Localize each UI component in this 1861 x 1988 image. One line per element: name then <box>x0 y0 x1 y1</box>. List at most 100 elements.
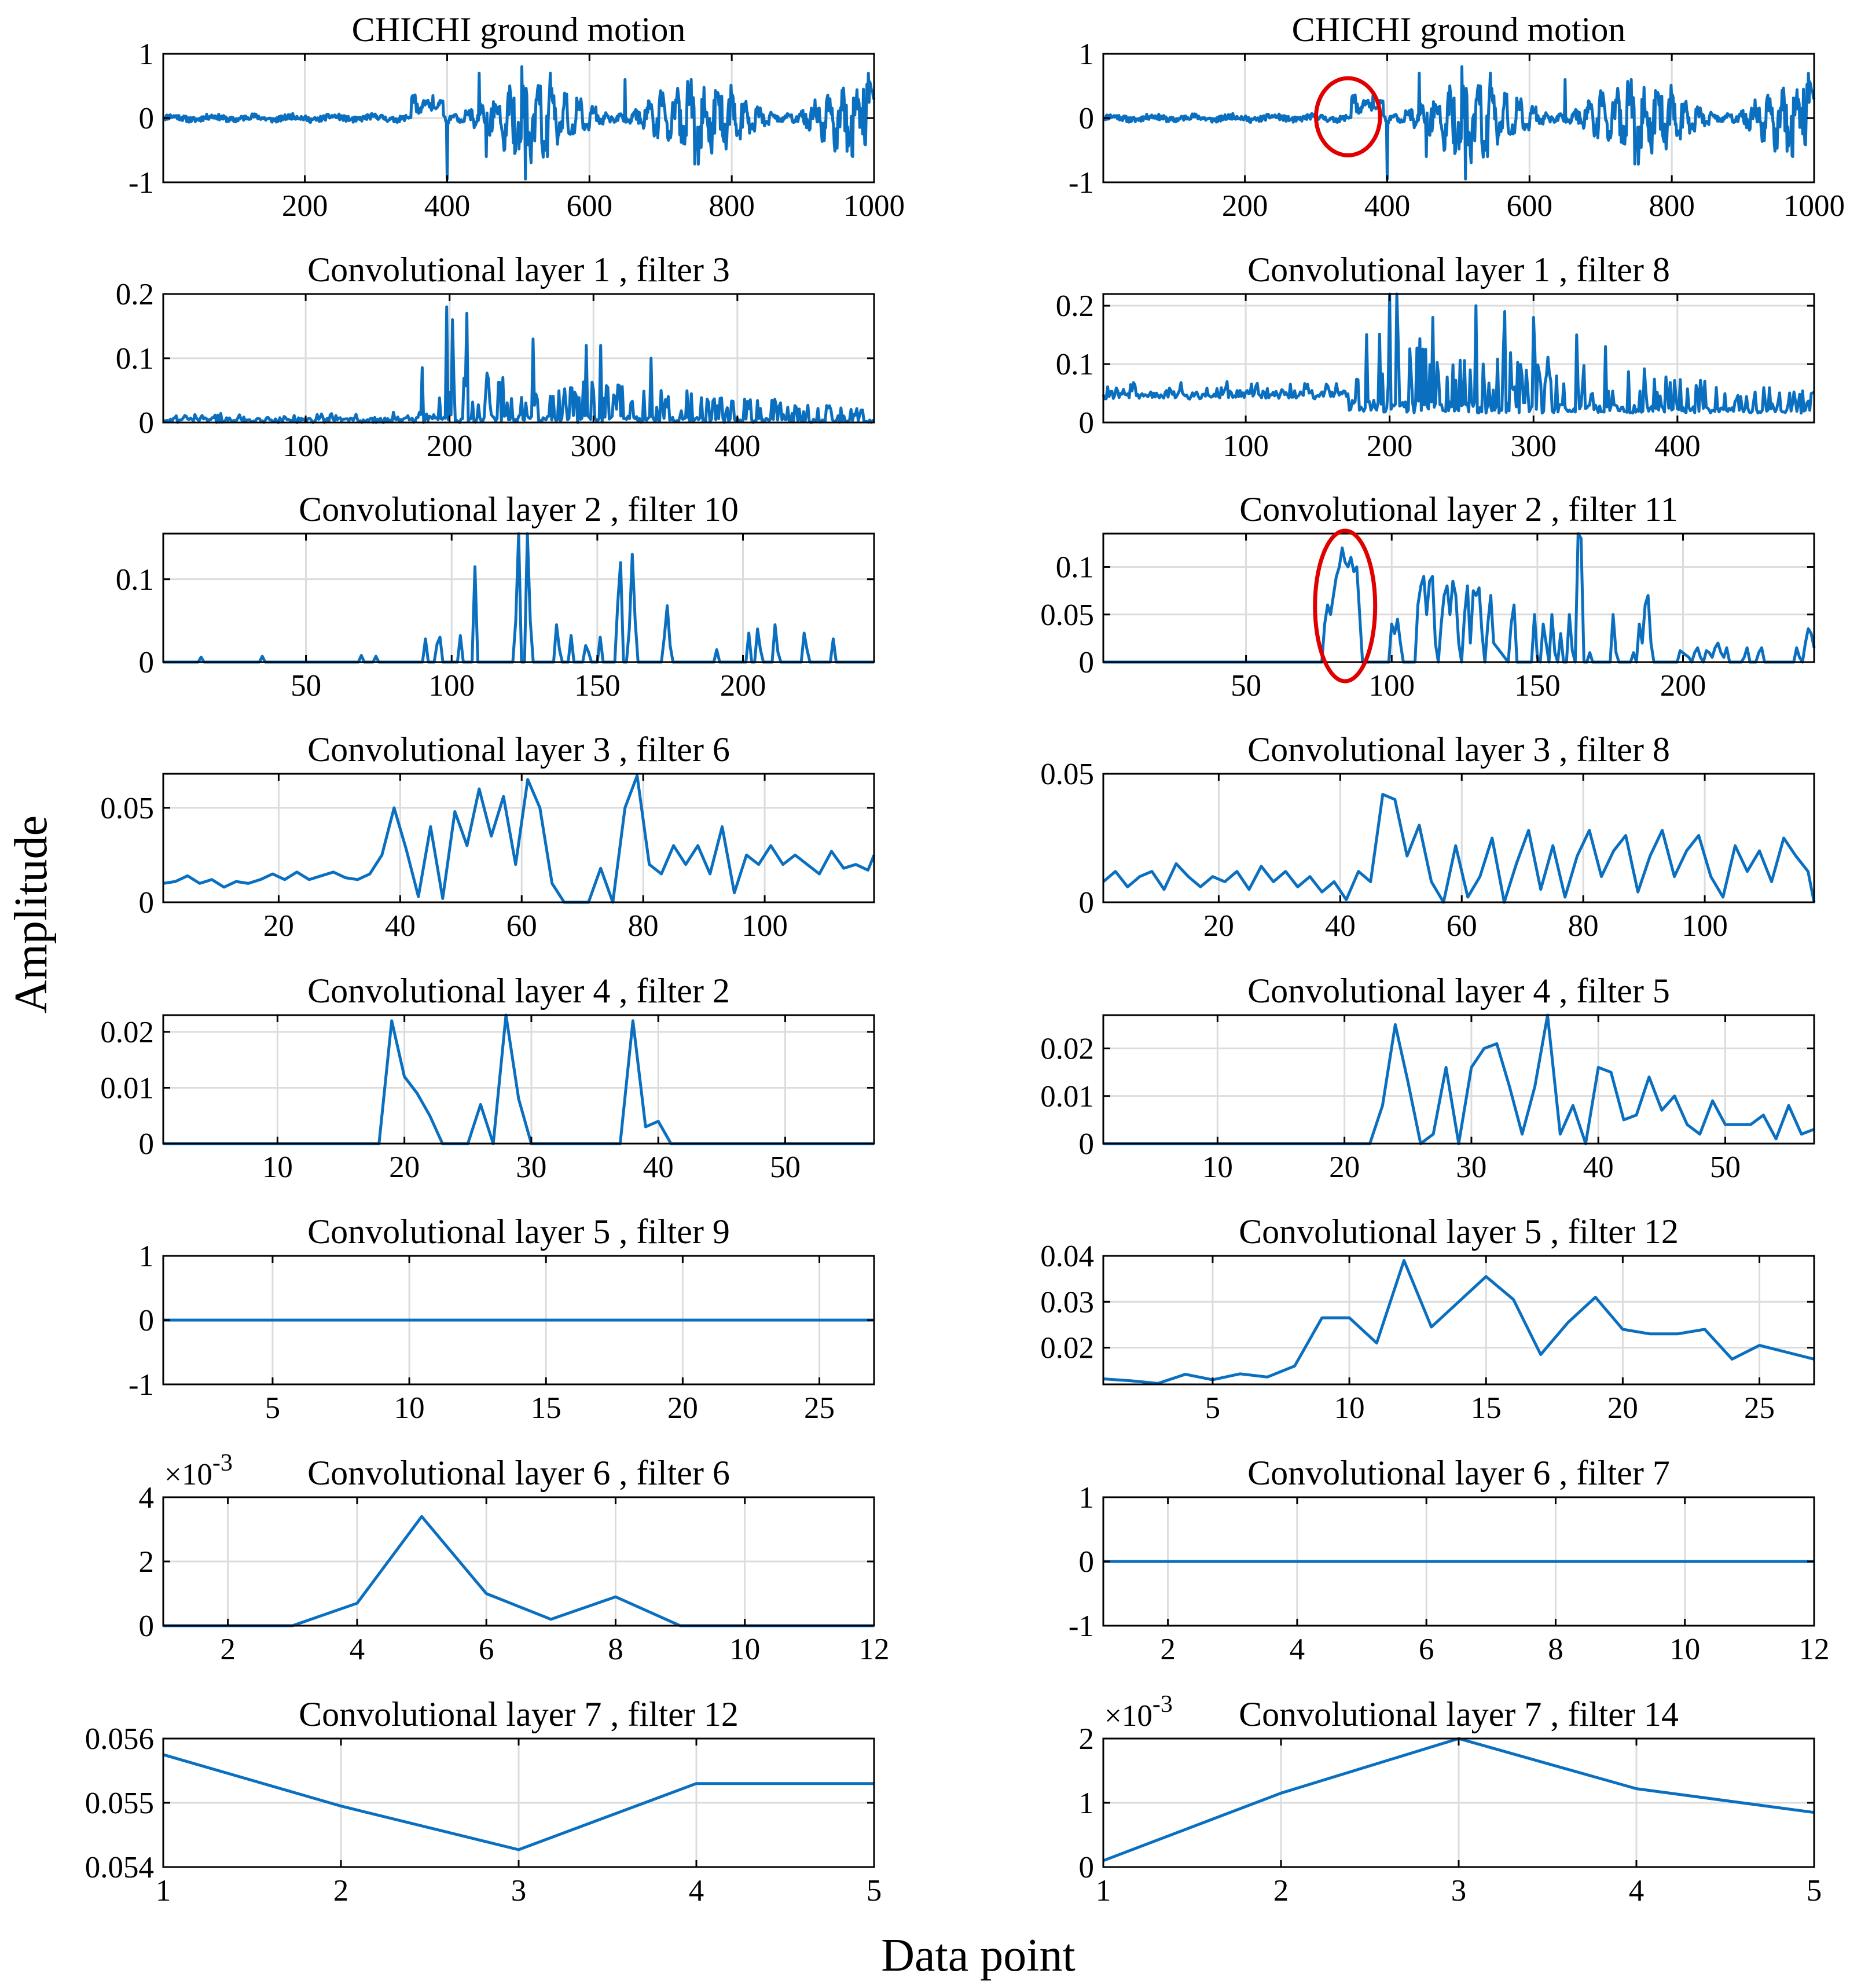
y-tick-label: 1 <box>139 1240 155 1273</box>
y-tick-label: 2 <box>1079 1722 1095 1756</box>
x-tick-label: 400 <box>1364 189 1411 223</box>
subplot-title: Convolutional layer 7 , filter 14 <box>1239 1695 1679 1733</box>
y-tick-label: -1 <box>1069 166 1094 200</box>
subplot-11: 5 10 15 20 25 -1 0 1 Convolutional layer 5 , fil… <box>129 1212 875 1425</box>
x-tick-label: 40 <box>1325 909 1356 943</box>
subplot-8: 20 40 60 80 100 0 0.05 Convolutional layer 3 , … <box>1040 730 1816 943</box>
y-tick-label: -1 <box>1069 1609 1094 1643</box>
y-tick-label: 0 <box>139 646 155 679</box>
x-tick-label: 200 <box>1660 669 1706 703</box>
x-tick-label: 100 <box>742 909 788 943</box>
x-tick-label: 4 <box>1290 1633 1305 1666</box>
y-tick-label: 0.05 <box>100 792 154 825</box>
y-tick-label: 0 <box>1079 406 1095 440</box>
x-tick-label: 2 <box>220 1633 236 1666</box>
x-tick-label: 5 <box>265 1391 281 1425</box>
x-tick-label: 20 <box>1203 909 1234 943</box>
x-tick-label: 3 <box>1451 1874 1467 1908</box>
x-tick-label: 100 <box>428 669 475 703</box>
y-tick-label: 0.1 <box>1056 348 1094 381</box>
x-tick-label: 10 <box>729 1633 760 1666</box>
x-tick-label: 800 <box>709 189 755 223</box>
x-tick-label: 300 <box>571 429 617 463</box>
subplot-title: Convolutional layer 6 , filter 6 <box>307 1454 730 1492</box>
x-tick-label: 30 <box>516 1151 546 1184</box>
x-tick-label: 50 <box>1231 669 1261 703</box>
y-tick-label: 0 <box>139 1304 155 1337</box>
subplot-7: 20 40 60 80 100 0 0.05 Convolutional layer 3 , … <box>100 730 876 943</box>
x-tick-label: 40 <box>643 1151 674 1184</box>
x-tick-label: 1 <box>156 1874 171 1908</box>
subplot-9: 10 20 30 40 50 0 0.01 0.02 Convolutional layer 4… <box>100 972 875 1184</box>
y-tick-label: 2 <box>139 1545 155 1579</box>
subplot-10: 10 20 30 40 50 0 0.01 0.02 Convolutional layer 4… <box>1040 972 1815 1184</box>
y-tick-label: 0.02 <box>1040 1332 1094 1365</box>
x-tick-label: 1000 <box>1783 189 1845 223</box>
x-tick-label: 200 <box>427 429 473 463</box>
x-tick-label: 8 <box>608 1633 623 1666</box>
x-tick-label: 20 <box>667 1391 698 1425</box>
subplot-title: Convolutional layer 5 , filter 9 <box>307 1212 730 1251</box>
plot-area <box>1102 773 1815 903</box>
x-tick-label: 10 <box>262 1151 293 1184</box>
x-tick-label: 800 <box>1649 189 1695 223</box>
y-tick-label: 0.056 <box>85 1722 154 1756</box>
x-tick-label: 600 <box>1507 189 1553 223</box>
axes-box <box>162 532 875 663</box>
subplot-title: Convolutional layer 4 , filter 5 <box>1247 972 1670 1010</box>
x-tick-label: 10 <box>1334 1391 1365 1425</box>
series-line <box>1103 532 1816 664</box>
y-tick-label: 0 <box>139 406 155 440</box>
y-tick-label: 0.04 <box>1040 1240 1094 1273</box>
x-tick-label: 10 <box>394 1391 425 1425</box>
x-tick-label: 5 <box>1205 1391 1221 1425</box>
axes-box <box>1102 1255 1815 1386</box>
subplot-title: Convolutional layer 2 , filter 10 <box>299 490 739 528</box>
y-tick-label: 1 <box>1079 1787 1095 1820</box>
y-tick-label: 0.1 <box>1056 551 1094 585</box>
x-tick-label: 4 <box>689 1874 704 1908</box>
x-tick-label: 200 <box>1367 429 1413 463</box>
axes-box <box>1102 293 1815 424</box>
y-tick-label: -1 <box>129 1368 154 1402</box>
x-tick-label: 100 <box>1682 909 1728 943</box>
series-line <box>162 65 876 181</box>
subplot-2: 200 400 600 800 1000 -1 0 1 CHICHI ground motion <box>1069 10 1845 223</box>
x-tick-label: 20 <box>389 1151 420 1184</box>
x-tick-label: 12 <box>1799 1633 1830 1666</box>
subplot-title: Convolutional layer 7 , filter 12 <box>299 1695 739 1733</box>
highlight-ellipse <box>1313 528 1378 684</box>
y-tick-label: 0.2 <box>1056 289 1094 323</box>
x-tick-label: 12 <box>859 1633 890 1666</box>
y-exponent-power: -3 <box>1152 1691 1173 1718</box>
y-tick-label: 0.1 <box>116 563 154 597</box>
subplot-1: 200 400 600 800 1000 -1 0 1 CHICHI ground motion <box>129 10 905 223</box>
axes-box <box>162 773 875 903</box>
subplot-14: 2 4 6 8 10 12 -1 0 1 Convolutional layer 6 , filt… <box>1069 1454 1830 1666</box>
x-tick-label: 400 <box>714 429 761 463</box>
y-tick-label: 1 <box>1079 1481 1095 1515</box>
y-tick-label: 0.05 <box>1040 598 1094 632</box>
x-tick-label: 200 <box>282 189 328 223</box>
x-tick-label: 20 <box>1607 1391 1638 1425</box>
axes-box <box>1102 773 1815 903</box>
y-tick-label: 0.02 <box>1040 1032 1094 1066</box>
x-tick-label: 8 <box>1548 1633 1563 1666</box>
series-line <box>1102 793 1816 904</box>
x-tick-label: 200 <box>1222 189 1268 223</box>
series-line <box>1103 1259 1815 1385</box>
y-tick-label: 0.05 <box>1040 758 1094 791</box>
x-tick-label: 2 <box>333 1874 349 1908</box>
y-tick-label: 0 <box>1079 646 1095 679</box>
y-tick-label: 0 <box>1079 1127 1095 1161</box>
y-tick-label: 0 <box>1079 886 1095 920</box>
x-tick-label: 20 <box>1329 1151 1360 1184</box>
x-tick-label: 10 <box>1669 1633 1700 1666</box>
x-tick-label: 1000 <box>843 189 905 223</box>
y-tick-label: 0.01 <box>1040 1080 1094 1114</box>
x-tick-label: 100 <box>1368 669 1415 703</box>
plot-area <box>162 1014 875 1145</box>
